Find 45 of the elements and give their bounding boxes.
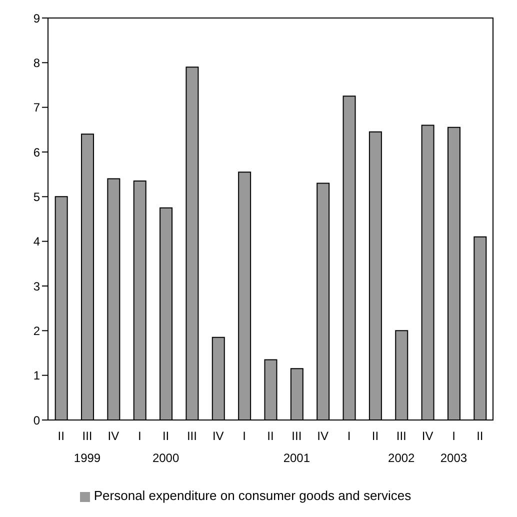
bar (212, 336, 225, 420)
y-tick-label: 5 (33, 190, 40, 204)
y-tick-label: 2 (33, 324, 40, 338)
bar (133, 180, 146, 420)
y-tick-label: 3 (33, 279, 40, 294)
y-tick-label: 9 (33, 11, 40, 26)
x-tick-label: III (186, 429, 197, 443)
y-tick-label: 4 (33, 234, 40, 249)
x-tick-label: I (138, 429, 142, 443)
x-tick-label: I (347, 429, 351, 443)
bar (368, 131, 382, 420)
legend-label: Personal expenditure on consumer goods and services (94, 488, 412, 503)
x-tick-label: II (58, 429, 64, 443)
bar (238, 172, 252, 420)
x-tick-label: IV (422, 429, 434, 443)
x-tick-label: III 2001 (283, 429, 310, 465)
bar (81, 134, 94, 420)
x-tick-label: I (242, 429, 246, 443)
bar (447, 126, 460, 420)
bar (421, 124, 434, 420)
x-tick-label: III 2002 (388, 429, 416, 465)
bar (316, 182, 330, 420)
y-tick-label: 0 (33, 413, 40, 428)
x-tick-label: II (476, 429, 484, 443)
bar (290, 368, 304, 420)
y-tick-label: 1 (33, 368, 40, 383)
y-tick-label: 7 (33, 100, 40, 115)
bar (54, 196, 68, 420)
x-tick-label: III 1999 (74, 429, 101, 465)
x-tick-label: IV (317, 429, 329, 443)
bar (160, 207, 173, 420)
bar (107, 178, 120, 420)
y-tick-label: 8 (33, 56, 40, 70)
x-tick-label: I 2003 (440, 429, 468, 465)
bar (342, 96, 356, 420)
bar (186, 66, 199, 420)
bar (395, 330, 408, 420)
y-tick-label: 6 (33, 145, 40, 160)
bar (474, 236, 487, 420)
x-tick-label: IV (108, 429, 120, 443)
x-tick-label: II (267, 429, 274, 443)
x-tick-label: II 2000 (152, 429, 180, 465)
x-tick-label: IV (212, 429, 224, 443)
bar (264, 359, 278, 420)
x-tick-label: II (372, 429, 379, 443)
